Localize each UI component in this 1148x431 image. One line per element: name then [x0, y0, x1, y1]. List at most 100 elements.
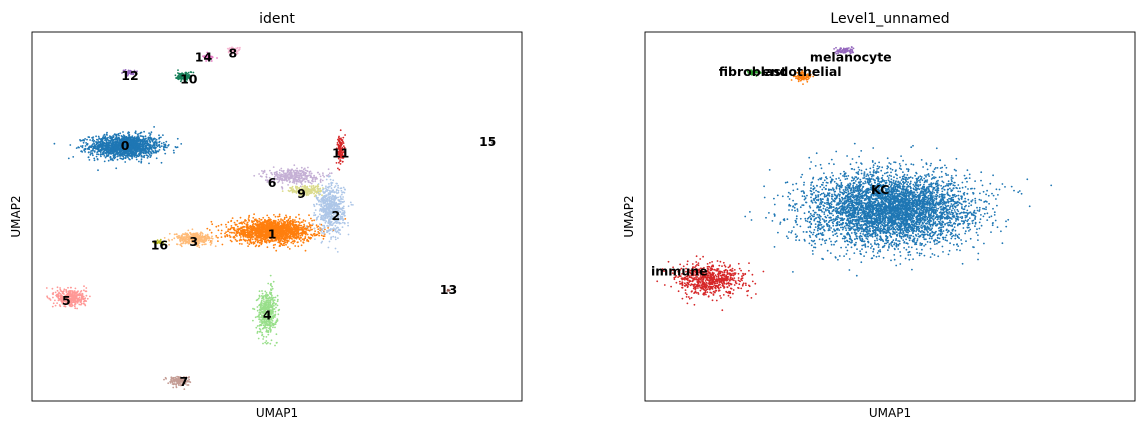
point-0-1396	[125, 155, 127, 158]
point-1-1398	[229, 236, 232, 238]
point-1-1647	[263, 227, 266, 230]
point-2-531	[326, 229, 328, 232]
point-1-793	[277, 218, 280, 221]
point-2-3	[337, 237, 339, 240]
point-1-829	[322, 237, 325, 240]
point-2-376	[320, 230, 322, 233]
point-2-603	[328, 229, 330, 232]
point-1-1664	[279, 226, 282, 229]
point-4-441	[273, 299, 276, 301]
point-1-1679	[244, 220, 246, 222]
point-2-176	[331, 230, 334, 233]
point-0-1557	[110, 150, 113, 153]
point-1-1085	[278, 222, 280, 225]
point-1-387	[302, 219, 305, 222]
point-4-419	[272, 280, 275, 283]
point-2-643	[328, 197, 330, 199]
point-3-49	[207, 239, 210, 242]
point-0-1264	[83, 139, 85, 142]
point-4-405	[270, 293, 272, 295]
point-0-1485	[137, 137, 140, 140]
point-1-1512	[305, 228, 308, 231]
point-0-1251	[88, 136, 91, 139]
point-3-259	[179, 243, 182, 246]
point-0-631	[104, 151, 106, 154]
point-1-1547	[262, 238, 265, 240]
point-0-599	[176, 146, 179, 149]
point-4-43	[265, 340, 268, 342]
point-4-403	[258, 295, 261, 298]
point-2-614	[328, 208, 331, 211]
point-2-561	[339, 195, 342, 198]
point-3-317	[184, 239, 187, 241]
point-3-300	[205, 238, 208, 241]
point-2-438	[324, 217, 327, 220]
point-0-669	[147, 136, 150, 139]
point-0-1486	[140, 158, 143, 161]
point-2-620	[322, 214, 324, 217]
point-0-1350	[118, 134, 120, 137]
point-0-1102	[77, 146, 80, 149]
point-2-622	[347, 224, 349, 227]
point-4-14	[256, 325, 259, 327]
point-2-641	[335, 182, 338, 185]
point-0-1108	[99, 153, 102, 156]
point-3-198	[204, 235, 207, 238]
point-0-1262	[135, 158, 138, 161]
point-0-1590	[129, 145, 132, 148]
point-1-188	[273, 214, 275, 216]
point-2-558	[327, 211, 329, 213]
point-3-285	[214, 245, 217, 248]
point-1-486	[327, 227, 329, 229]
point-2-648	[352, 204, 354, 206]
point-1-1517	[239, 227, 242, 230]
point-0-1579	[138, 153, 141, 156]
point-0-1445	[128, 153, 131, 156]
point-1-1640	[253, 213, 256, 216]
point-0-936	[126, 155, 129, 158]
point-3-131	[211, 237, 214, 240]
point-1-1646	[260, 242, 263, 245]
point-5-101	[51, 305, 54, 308]
point-1-1416	[275, 220, 277, 222]
point-1-684	[234, 234, 237, 237]
point-1-1573	[260, 235, 263, 237]
point-0-1530	[174, 146, 177, 148]
point-0-1399	[133, 136, 136, 138]
point-1-1542	[254, 233, 257, 235]
point-0-1582	[115, 137, 118, 140]
point-4-307	[258, 316, 260, 319]
point-1-1643	[283, 225, 286, 228]
point-0-1302	[110, 158, 112, 161]
point-0-1519	[132, 150, 135, 153]
point-0-1587	[150, 154, 153, 157]
point-1-1274	[240, 222, 242, 225]
point-1-1580	[252, 241, 255, 244]
point-4-438	[267, 299, 269, 301]
point-0-1326	[123, 135, 126, 137]
point-2-357	[305, 226, 308, 229]
point-0-1258	[103, 155, 106, 157]
point-3-114	[200, 240, 203, 243]
point-0-1266	[137, 142, 140, 145]
point-2-60	[327, 246, 330, 249]
point-5-144	[85, 287, 88, 289]
point-4-363	[255, 299, 258, 302]
point-1-1441	[284, 235, 287, 237]
point-2-481	[329, 185, 331, 188]
point-1-1473	[284, 237, 286, 239]
point-0-1540	[154, 138, 157, 140]
point-2-647	[332, 201, 334, 204]
point-0-1568	[97, 148, 100, 150]
point-2-403	[320, 204, 322, 207]
point-0-1532	[98, 137, 101, 140]
point-2-608	[321, 189, 324, 191]
point-2-591	[332, 179, 335, 182]
point-2-634	[334, 197, 336, 200]
point-5-163	[45, 287, 48, 289]
point-4-276	[274, 321, 277, 324]
point-4-392	[272, 308, 275, 310]
point-1-910	[272, 244, 275, 247]
point-2-262	[343, 222, 346, 224]
